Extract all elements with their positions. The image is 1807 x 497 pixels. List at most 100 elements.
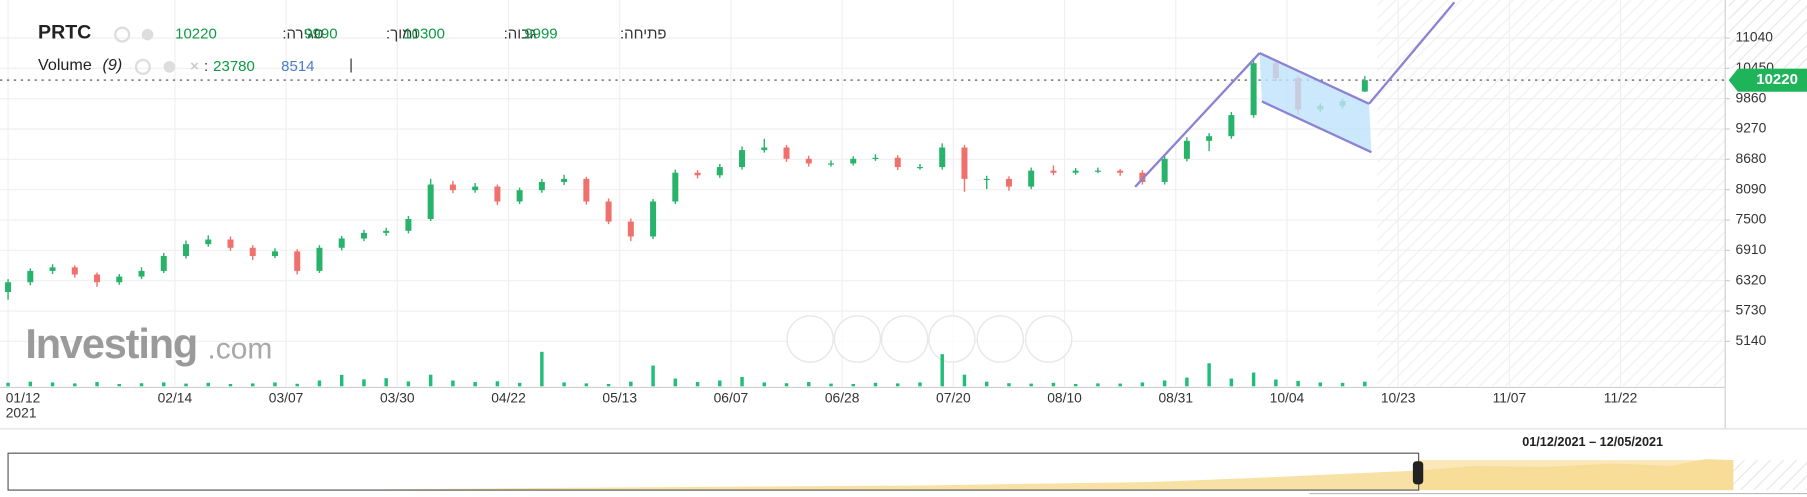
volume-bar [984,381,989,387]
y-tick-label: 5730 [1736,302,1767,318]
watermark: Investing .com [25,320,272,367]
volume-bar [73,383,77,387]
x-tick-label: 03/30 [380,390,415,406]
zoom-button[interactable] [786,315,834,363]
volume-bar [740,377,744,387]
navigator-handle[interactable] [1412,461,1424,485]
candle-body [94,274,101,283]
y-tick-label: 5140 [1736,332,1767,348]
candle-body [383,230,390,233]
candle-body [1028,170,1035,187]
candle-body [249,247,256,257]
volume-bar [1073,383,1078,387]
candle-body [494,186,501,202]
x-tick-label: 08/31 [1158,390,1193,406]
candle-body [1050,170,1057,173]
candle-body [650,201,657,237]
volume-bar [451,380,455,387]
x-tick-label: 05/13 [602,390,637,406]
x-tick-label: 07/20 [936,390,971,406]
candle-body [405,218,412,231]
last-price-tag [1728,68,1807,92]
volume-bar [562,382,566,387]
candle-body [116,276,123,283]
volume-bar [162,382,166,387]
candle-body [338,238,345,248]
volume-bar [28,381,33,387]
volume-bar [896,383,900,387]
y-tick-label: 8680 [1736,150,1767,166]
candle-body [183,244,189,257]
header: PRTC 10220 סגירה: 9990 נמוך: 10300 גבוה:… [38,22,667,75]
volume-bar [762,382,767,387]
volume-bar [1363,381,1367,387]
candle-body [27,270,34,283]
close-label: סגירה: [282,26,323,43]
volume-bar [1096,383,1100,387]
candle-body [71,267,78,275]
zoom-button[interactable] [1024,315,1073,363]
candle-body [1183,140,1190,159]
candle-body [828,163,835,165]
drawing-tools [1134,1,1456,188]
close-icon[interactable]: × [190,58,199,75]
volume-bar [206,382,210,387]
x-tick-label: 01/12 [6,390,41,406]
volume-bar [50,382,55,387]
volume-bar [829,383,833,387]
candle-body [1094,170,1101,172]
volume-bar [606,383,611,387]
eye-icon[interactable] [114,26,131,43]
x-tick-label: 02/14 [158,390,193,406]
zoom-controls [786,315,1073,363]
volume-bar [517,382,522,387]
candle-body [138,270,145,277]
x-tick-label: 04/22 [491,390,526,406]
eye-icon[interactable] [134,58,151,75]
candle-body [961,147,968,179]
trend-line [1261,100,1372,154]
x-tick-label: 11/22 [1604,390,1638,406]
volume-bar [317,380,322,387]
volume-bar [1185,377,1189,387]
volume-bar [1274,379,1278,387]
volume-bar [673,378,678,387]
zoom-button[interactable] [928,315,976,363]
volume-bar [629,381,633,387]
volume-bar [584,383,589,387]
zoom-button[interactable] [880,315,929,363]
volume-period: (9) [103,56,123,74]
navigator-hatch [1733,460,1807,491]
volume-bar [384,378,388,387]
volume-bar [695,382,700,387]
low-value: 9990 [304,26,337,43]
candle-body [427,184,434,219]
volume-bar [295,383,299,387]
trend-line [1259,51,1370,105]
candle-body [1005,178,1012,187]
volume-bar [95,382,99,387]
volume-bar [1051,382,1056,387]
range-label: 01/12/2021 – 12/05/2021 [1522,435,1663,449]
settings-icon[interactable] [141,28,154,41]
x-sublabel: 2021 [6,405,37,421]
candle-body [1161,158,1168,182]
axis-hatch [1728,0,1807,70]
candle-body [605,201,612,222]
volume-bar [962,374,967,387]
volume-bar [406,381,411,387]
zoom-button[interactable] [833,315,882,363]
plot [0,58,1726,387]
volume-bar [851,383,855,387]
candle-body [850,158,857,164]
volume-bar [362,379,366,387]
settings-icon[interactable] [163,61,176,73]
candle-body [761,147,768,151]
y-tick-label: 6320 [1736,271,1767,287]
volume-bar [1296,380,1300,387]
candle-body [516,190,523,202]
candle-body [694,172,701,176]
low-label: נמוך: [386,26,418,43]
zoom-button[interactable] [976,315,1025,363]
volume-bar [807,382,811,387]
